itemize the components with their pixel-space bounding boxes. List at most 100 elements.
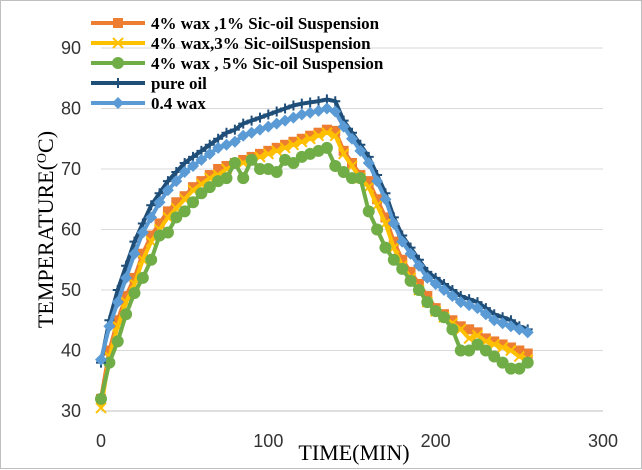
data-point	[429, 277, 442, 290]
data-point	[429, 305, 442, 318]
legend-item: 0.4 wax	[91, 94, 206, 113]
data-point	[95, 402, 107, 414]
data-point	[521, 356, 534, 369]
data-point	[136, 271, 149, 284]
data-point	[229, 124, 240, 135]
data-point	[380, 212, 391, 223]
data-point	[372, 194, 383, 205]
data-point	[296, 133, 307, 144]
legend-marker	[112, 37, 124, 49]
data-point	[136, 226, 149, 239]
data-point	[288, 100, 299, 111]
data-point	[496, 356, 509, 369]
y-tick-label: 90	[61, 38, 81, 58]
data-point	[438, 284, 451, 296]
data-point	[421, 296, 434, 309]
data-point	[103, 320, 116, 333]
data-point	[305, 97, 316, 108]
data-point	[137, 248, 148, 259]
data-point	[330, 96, 341, 107]
data-point	[171, 197, 182, 208]
data-point	[396, 262, 409, 275]
data-point	[161, 226, 174, 239]
data-point	[387, 217, 400, 230]
data-point	[388, 236, 399, 247]
data-point	[95, 353, 107, 366]
data-point	[280, 139, 291, 150]
data-point	[304, 133, 316, 145]
data-point	[514, 345, 525, 356]
data-point	[422, 291, 433, 302]
data-point	[346, 172, 358, 185]
data-point	[454, 344, 467, 357]
series-3	[95, 141, 534, 405]
data-point	[412, 259, 425, 272]
y-tick-label: 70	[61, 159, 81, 179]
data-point	[354, 172, 367, 185]
legend-marker	[112, 57, 124, 69]
data-point	[238, 154, 249, 165]
data-point	[362, 156, 375, 169]
legend-marker	[113, 18, 123, 28]
data-point	[379, 241, 392, 254]
data-point	[446, 290, 459, 303]
series-1	[96, 124, 533, 404]
data-point	[221, 160, 232, 171]
data-point	[479, 308, 492, 321]
data-point	[188, 182, 199, 193]
data-point	[472, 327, 483, 338]
data-point	[447, 315, 458, 326]
series-group	[95, 94, 534, 414]
data-point	[263, 109, 274, 120]
data-point	[95, 392, 107, 405]
data-point	[471, 338, 484, 351]
data-point	[496, 341, 509, 354]
data-point	[170, 175, 183, 188]
data-point	[397, 254, 408, 265]
data-point	[296, 136, 308, 148]
data-point	[504, 362, 517, 375]
data-point	[161, 184, 174, 197]
data-point	[295, 108, 308, 121]
data-point	[237, 172, 250, 185]
legend-item: 4% wax , 5% Sic-oil Suspension	[91, 54, 384, 73]
data-point	[178, 166, 191, 179]
data-point	[329, 159, 342, 172]
data-point	[488, 350, 501, 363]
data-point	[245, 153, 258, 166]
data-point	[228, 156, 241, 169]
data-point	[120, 308, 133, 321]
data-point	[505, 344, 517, 357]
data-point	[337, 166, 350, 179]
data-point	[121, 291, 132, 302]
data-point	[271, 142, 282, 153]
data-point	[371, 175, 384, 188]
x-tick-label: 300	[588, 431, 618, 451]
data-point	[238, 118, 249, 129]
data-point	[203, 181, 216, 194]
data-point	[464, 324, 475, 335]
data-point	[162, 211, 174, 224]
legend-item: 4% wax,3% Sic-oilSuspension	[91, 34, 371, 53]
data-point	[145, 211, 158, 224]
legend-label: 4% wax,3% Sic-oilSuspension	[151, 34, 371, 53]
data-point	[446, 323, 459, 336]
data-point	[111, 335, 124, 348]
data-point	[379, 193, 392, 206]
data-point	[304, 106, 317, 119]
data-point	[213, 164, 224, 174]
data-point	[313, 127, 324, 138]
data-point	[479, 344, 492, 357]
data-point	[195, 153, 208, 166]
data-point	[521, 326, 534, 339]
data-point	[154, 218, 165, 229]
data-point	[320, 141, 333, 154]
y-axis-title: TEMPERATURE(OC)	[33, 131, 58, 328]
data-point	[388, 241, 400, 254]
data-point	[262, 148, 275, 160]
data-point	[413, 278, 424, 289]
data-point	[371, 223, 384, 236]
data-point	[254, 112, 265, 123]
data-point	[153, 196, 166, 209]
